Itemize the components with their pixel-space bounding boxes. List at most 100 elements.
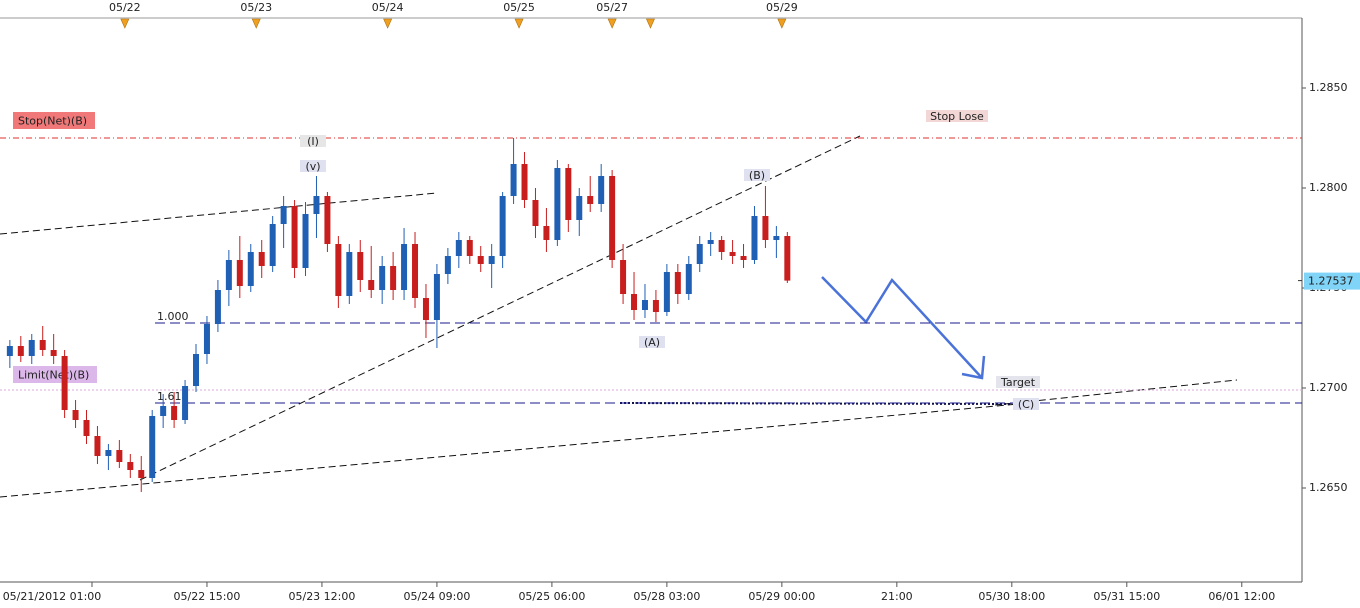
candle-body (203, 324, 210, 354)
candle-body (149, 416, 156, 478)
candle-body (674, 272, 681, 294)
event-label: 05/27 (596, 1, 628, 14)
candle-body (357, 252, 364, 280)
candle-body (127, 462, 134, 470)
event-label: 05/25 (503, 1, 535, 14)
level-label: 1.618 (157, 390, 189, 403)
candle-body (740, 256, 747, 260)
candle-body (94, 436, 101, 456)
x-tick-label: 05/22 15:00 (174, 590, 241, 603)
candle-body (587, 196, 594, 204)
x-tick-label: 05/25 06:00 (518, 590, 585, 603)
level-label: Limit(Net)(B) (18, 369, 89, 382)
x-tick-label: 06/01 12:00 (1208, 590, 1275, 603)
candle-body (762, 216, 769, 240)
candle-body (554, 168, 561, 240)
event-label: 05/29 (766, 1, 798, 14)
event-marker (120, 18, 130, 29)
event-marker (251, 18, 261, 29)
candle-body (379, 266, 386, 290)
event-label: 05/22 (109, 1, 141, 14)
candle-body (258, 252, 265, 266)
event-label: 05/23 (240, 1, 272, 14)
candle-body (433, 274, 440, 320)
candle-body (609, 176, 616, 260)
level-label-box (13, 366, 97, 383)
candle-body (214, 290, 221, 324)
trend-line (139, 135, 861, 481)
trend-line (994, 379, 1238, 406)
candle-body (422, 298, 429, 320)
annotation: (A) (644, 336, 660, 349)
y-tick-label: 1.2800 (1309, 181, 1348, 194)
candle-body (138, 470, 145, 478)
event-label: 05/24 (372, 1, 404, 14)
candle-body (6, 346, 13, 356)
annotation-box (744, 169, 770, 181)
candle-body (718, 240, 725, 252)
last-price-box (1304, 272, 1360, 290)
last-price-label: 1.27537 (1308, 275, 1354, 288)
x-tick-label: 05/21/2012 01:00 (3, 590, 102, 603)
forecast-arrow (821, 276, 986, 380)
candle-body (707, 240, 714, 244)
candle-body (488, 256, 495, 264)
annotation: Target (1000, 376, 1036, 389)
candle-body (641, 300, 648, 310)
candle-body (620, 260, 627, 294)
x-tick-label: 05/23 12:00 (288, 590, 355, 603)
candle-body (105, 450, 112, 456)
annotation-box (300, 135, 326, 147)
candle-body (390, 266, 397, 290)
candle-body (368, 280, 375, 290)
candle-body (116, 450, 123, 462)
candle-body (784, 236, 791, 281)
annotation-box (300, 160, 326, 172)
event-marker (777, 18, 787, 29)
trend-line (0, 401, 1041, 498)
annotation: (B) (749, 169, 765, 182)
candle-body (313, 196, 320, 214)
candle-body (466, 240, 473, 256)
candle-body (773, 236, 780, 240)
candle-body (335, 244, 342, 296)
candle-body (696, 244, 703, 264)
candle-body (521, 164, 528, 200)
y-tick-label: 1.2650 (1309, 481, 1348, 494)
candle-body (225, 260, 232, 290)
candle-body (83, 420, 90, 436)
candle-body (28, 340, 35, 356)
y-tick-label: 1.2700 (1309, 381, 1348, 394)
x-tick-label: 05/29 00:00 (748, 590, 815, 603)
event-marker (607, 18, 617, 29)
candle-body (455, 240, 462, 256)
candles (6, 138, 791, 492)
level-tag: Stop Lose (930, 110, 984, 123)
candle-body (401, 244, 408, 290)
candle-body (324, 196, 331, 244)
candle-body (477, 256, 484, 264)
candle-body (543, 226, 550, 240)
candle-body (663, 272, 670, 312)
candle-body (39, 340, 46, 350)
candle-body (751, 216, 758, 260)
candle-body (302, 214, 309, 268)
candle-body (346, 252, 353, 296)
level-tag-box (926, 110, 988, 122)
event-marker (645, 18, 655, 29)
arrow-path (821, 276, 983, 379)
candle-body (193, 354, 200, 386)
x-tick-label: 05/24 09:00 (403, 590, 470, 603)
trend-lines (0, 135, 1238, 498)
candle-body (247, 252, 254, 286)
event-marker (383, 18, 393, 29)
candle-body (598, 176, 605, 204)
x-tick-label: 05/31 15:00 (1093, 590, 1160, 603)
level-label: Stop(Net)(B) (18, 115, 87, 128)
y-tick-label: 1.2850 (1309, 81, 1348, 94)
candle-body (61, 356, 68, 410)
annotation-box (1013, 398, 1039, 410)
candle-body (576, 196, 583, 220)
